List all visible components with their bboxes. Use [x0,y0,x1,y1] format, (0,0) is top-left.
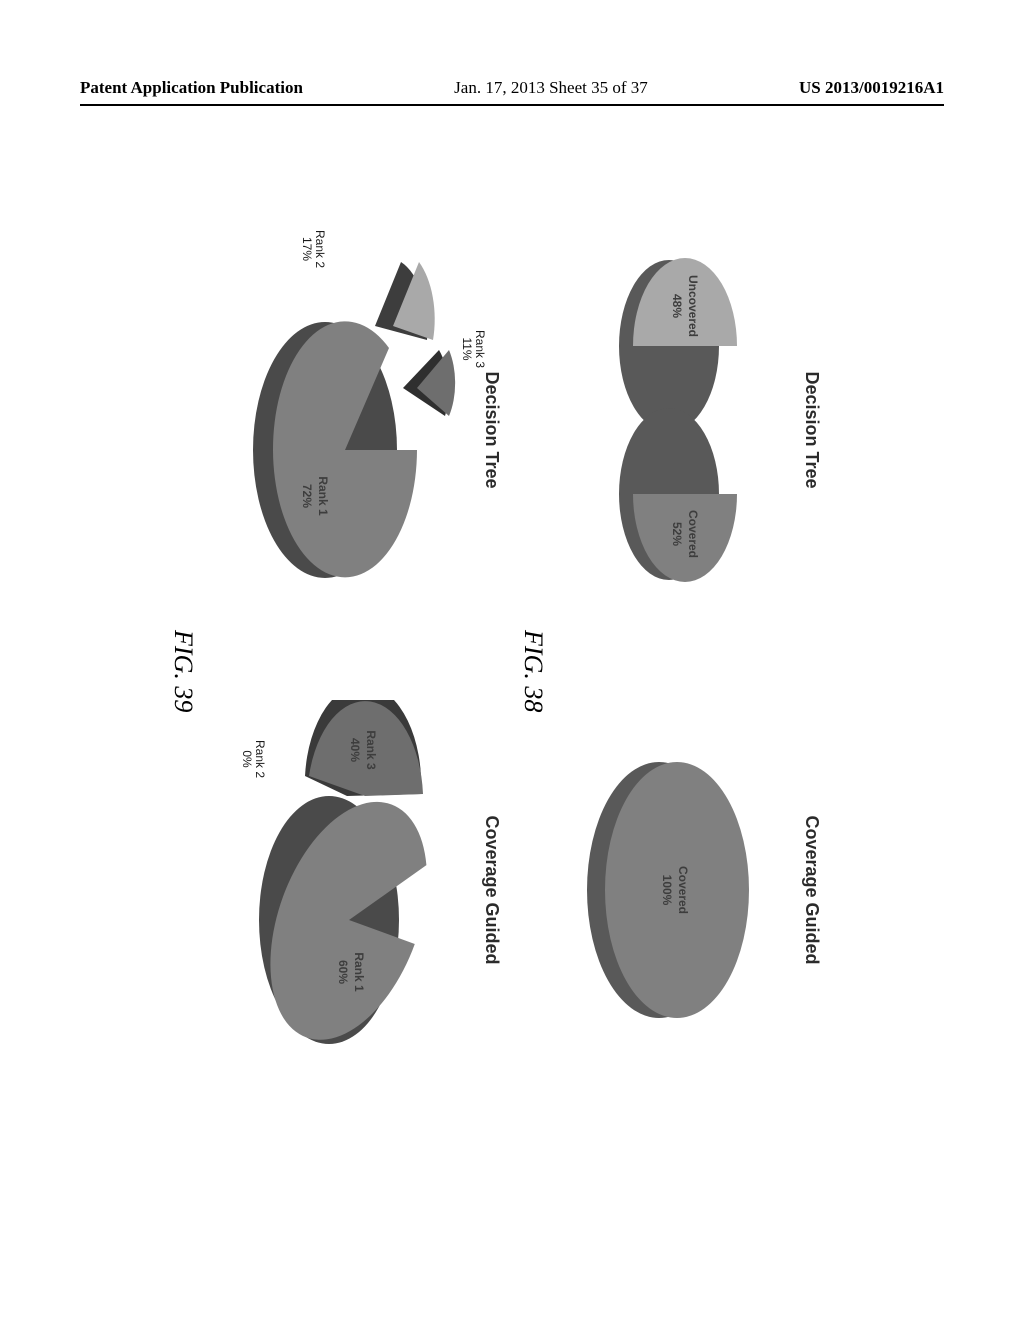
fig39-dt-rank2-ext-label: Rank 2 [313,230,327,268]
fig38-dt-uncovered-pct: 48% [670,294,684,318]
fig39-cg-rank1-pct: 60% [336,960,350,984]
fig39-caption: FIG. 39 [168,630,198,712]
fig38-dt-covered-label: Covered [686,510,700,558]
fig38-dt-uncovered-label: Uncovered [686,275,700,337]
page-header: Patent Application Publication Jan. 17, … [80,78,944,98]
fig39-dt-title: Decision Tree [481,371,502,488]
header-rule [80,104,944,106]
header-right: US 2013/0019216A1 [799,78,944,98]
fig38-cg-title: Coverage Guided [801,815,822,964]
page: Patent Application Publication Jan. 17, … [0,0,1024,1320]
fig39-decision-tree-cell: Decision Tree Rank 1 72% [202,210,502,650]
fig38-dt-pie: Uncovered 48% Covered 52% [575,250,795,610]
fig39-dt-rank3-ext-label: Rank 3 [473,330,487,368]
fig39-cg-title: Coverage Guided [481,815,502,964]
fig39-cg-rank3-pct: 40% [348,738,362,762]
fig38-dt-title: Decision Tree [801,371,822,488]
fig38-cg-covered-pct: 100% [660,875,674,906]
fig39-coverage-guided-cell: Coverage Guided Rank 1 60% Rank 3 [202,670,502,1110]
fig39-cg-rank3-label: Rank 3 [364,730,378,770]
fig38-coverage-guided-cell: Coverage Guided Covered 100% FIG. 38 [542,670,822,1110]
fig38-decision-tree-cell: Decision Tree Uncovered 48% Covered [542,210,822,650]
fig38-dt-covered-pct: 52% [670,522,684,546]
fig39-dt-rank2-ext: Rank 2 17% [300,230,326,268]
fig39-dt-rank3-ext-pct: 11% [460,337,474,360]
header-left: Patent Application Publication [80,78,303,98]
fig39-cg-rank2-ext-label: Rank 2 [253,740,267,778]
fig39-cg-rank1-label: Rank 1 [352,952,366,992]
fig39-cg-pie: Rank 1 60% Rank 3 40% [235,700,475,1080]
fig39-dt-rank3-ext: Rank 3 11% [460,330,486,368]
fig39-dt-pie: Rank 1 72% [235,240,475,620]
fig39-cg-rank2-ext: Rank 2 0% [240,740,266,778]
figure-grid: Decision Tree Uncovered 48% Covered [202,210,822,1110]
fig38-cg-pie: Covered 100% [575,710,795,1070]
header-center: Jan. 17, 2013 Sheet 35 of 37 [454,78,648,98]
fig39-dt-rank2-ext-pct: 17% [300,237,314,261]
fig39-cg-rank2-ext-pct: 0% [240,750,254,767]
figure-stage: Decision Tree Uncovered 48% Covered [202,210,822,1110]
fig39-dt-rank1-label: Rank 1 [316,476,330,516]
fig38-caption: FIG. 38 [518,630,548,712]
fig38-cg-covered-label: Covered [676,866,690,914]
fig39-dt-rank1-pct: 72% [300,484,314,508]
